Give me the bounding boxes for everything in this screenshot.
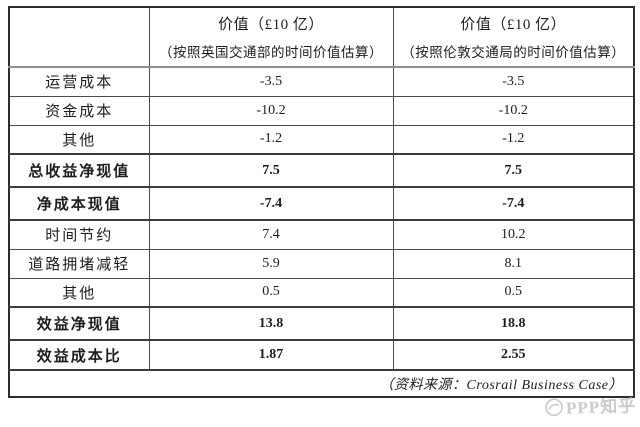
row-label: 其他	[8, 124, 150, 155]
value-dft: 1.87	[148, 339, 394, 371]
header-dft-cell: 价值（£10 亿） （按照英国交通部的时间价值估算）	[148, 6, 394, 68]
table-row-operating-cost: 运营成本 -3.5 -3.5	[8, 66, 635, 97]
value-tfl: -3.5	[392, 66, 635, 97]
value-dft: 5.9	[148, 248, 394, 279]
table-source-row: （资料来源：Crosrail Business Case）	[8, 369, 635, 398]
value-tfl: -10.2	[392, 95, 635, 126]
value-dft: -3.5	[148, 66, 394, 97]
table-row-other-benefits: 其他 0.5 0.5	[8, 277, 635, 308]
table-row-benefit-cost-ratio: 效益成本比 1.87 2.55	[8, 339, 635, 371]
row-label: 总收益净现值	[8, 153, 150, 188]
value-tfl: 0.5	[392, 277, 635, 308]
table-header-row: 价值（£10 亿） （按照英国交通部的时间价值估算） 价值（£10 亿） （按照…	[8, 6, 635, 68]
table-row-time-savings: 时间节约 7.4 10.2	[8, 219, 635, 250]
table-row-net-cost-pv: 净成本现值 -7.4 -7.4	[8, 186, 635, 221]
value-tfl: 10.2	[392, 219, 635, 250]
table-row-congestion-relief: 道路拥堵减轻 5.9 8.1	[8, 248, 635, 279]
value-dft: -7.4	[148, 186, 394, 221]
value-dft: 7.5	[148, 153, 394, 188]
header-corner-cell	[8, 6, 150, 68]
value-tfl: 8.1	[392, 248, 635, 279]
cost-benefit-table-container: 价值（£10 亿） （按照英国交通部的时间价值估算） 价值（£10 亿） （按照…	[8, 6, 635, 398]
header-tfl-cell: 价值（£10 亿） （按照伦敦交通局的时间价值估算）	[392, 6, 635, 68]
table-row-benefit-npv: 效益净现值 13.8 18.8	[8, 306, 635, 341]
row-label: 效益净现值	[8, 306, 150, 341]
row-label: 运营成本	[8, 66, 150, 97]
cost-benefit-table: 价值（£10 亿） （按照英国交通部的时间价值估算） 价值（£10 亿） （按照…	[8, 6, 635, 398]
value-tfl: -7.4	[392, 186, 635, 221]
row-label: 净成本现值	[8, 186, 150, 221]
value-dft: -10.2	[148, 95, 394, 126]
table-row-capital-cost: 资金成本 -10.2 -10.2	[8, 95, 635, 126]
value-dft: 7.4	[148, 219, 394, 250]
row-label: 资金成本	[8, 95, 150, 126]
header-tfl-title: 价值（£10 亿）	[460, 17, 567, 33]
value-dft: -1.2	[148, 124, 394, 155]
row-label: 效益成本比	[8, 339, 150, 371]
ppp-zhihu-logo-icon	[544, 396, 565, 417]
table-row-other-costs: 其他 -1.2 -1.2	[8, 124, 635, 155]
value-tfl: 7.5	[392, 153, 635, 188]
table-row-total-revenue-npv: 总收益净现值 7.5 7.5	[8, 153, 635, 188]
header-dft-title: 价值（£10 亿）	[218, 17, 324, 33]
value-dft: 13.8	[148, 306, 394, 341]
source-note: （资料来源：Crosrail Business Case）	[8, 369, 635, 398]
row-label: 道路拥堵减轻	[8, 248, 150, 279]
value-tfl: 18.8	[392, 306, 635, 341]
header-tfl-subtitle: （按照伦敦交通局的时间价值估算）	[401, 45, 626, 60]
row-label: 时间节约	[8, 219, 150, 250]
row-label: 其他	[8, 277, 150, 308]
value-tfl: -1.2	[392, 124, 635, 155]
header-dft-subtitle: （按照英国交通部的时间价值估算）	[159, 45, 383, 60]
value-tfl: 2.55	[392, 339, 635, 371]
value-dft: 0.5	[148, 277, 394, 308]
